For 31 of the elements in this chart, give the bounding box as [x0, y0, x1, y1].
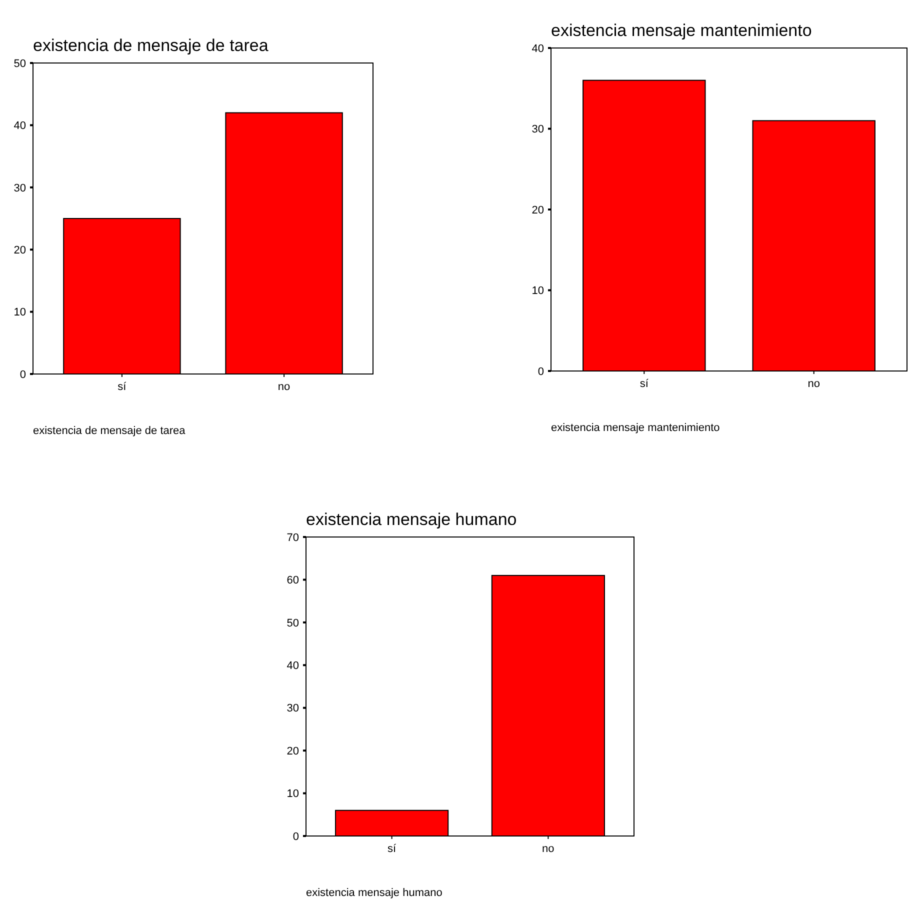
y-tick-label: 0: [20, 368, 26, 381]
y-tick-label: 10: [286, 788, 299, 800]
y-tick-label: 30: [14, 182, 26, 194]
y-tick-label: 20: [14, 244, 26, 256]
x-tick-label: no: [278, 381, 290, 393]
y-tick-label: 0: [292, 830, 299, 843]
y-tick-label: 50: [14, 58, 26, 70]
x-axis-title: existencia mensaje humano: [306, 887, 442, 899]
y-tick-label: 20: [286, 745, 299, 758]
chart-title: existencia mensaje mantenimiento: [551, 21, 812, 40]
y-tick-label: 40: [286, 660, 299, 672]
x-tick-label: sí: [388, 843, 398, 855]
y-tick-label: 10: [532, 285, 544, 298]
y-tick-label: 40: [532, 42, 544, 55]
y-tick-label: 20: [532, 204, 544, 216]
y-tick-label: 40: [14, 120, 26, 132]
y-tick-label: 50: [286, 617, 299, 630]
x-axis-title: existencia de mensaje de tarea: [33, 425, 186, 437]
x-tick-label: no: [808, 378, 820, 390]
chart-title: existencia mensaje humano: [306, 510, 517, 529]
y-tick-label: 10: [14, 306, 26, 319]
y-tick-label: 30: [286, 702, 299, 715]
x-tick-label: no: [542, 843, 554, 855]
x-tick-label: sí: [118, 381, 128, 393]
chart-title: existencia de mensaje de tarea: [33, 36, 269, 55]
y-tick-label: 0: [538, 366, 544, 378]
y-tick-label: 60: [286, 574, 299, 587]
y-tick-label: 30: [532, 124, 544, 136]
x-tick-label: sí: [640, 378, 650, 390]
x-axis-title: existencia mensaje mantenimiento: [551, 422, 720, 434]
y-tick-label: 70: [286, 532, 299, 544]
